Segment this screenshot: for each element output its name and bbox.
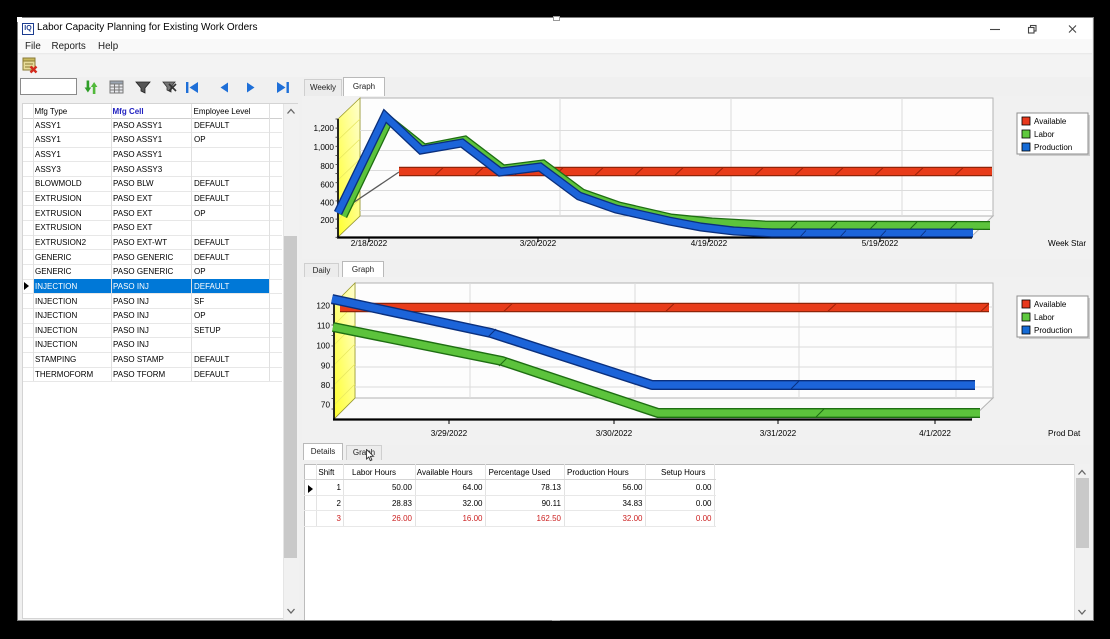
- svg-text:Production: Production: [1034, 326, 1072, 335]
- svg-text:5/19/2022: 5/19/2022: [862, 239, 899, 248]
- svg-text:3/29/2022: 3/29/2022: [431, 429, 468, 438]
- svg-text:90: 90: [321, 361, 331, 370]
- svg-text:Prod Dat: Prod Dat: [1048, 429, 1081, 438]
- svg-text:110: 110: [317, 321, 330, 330]
- svg-text:200: 200: [320, 216, 334, 225]
- svg-text:Labor: Labor: [1034, 313, 1055, 322]
- svg-text:3/30/2022: 3/30/2022: [596, 429, 633, 438]
- svg-text:Available: Available: [1034, 117, 1067, 126]
- svg-text:2/18/2022: 2/18/2022: [351, 239, 388, 248]
- svg-text:4/19/2022: 4/19/2022: [691, 239, 728, 248]
- svg-text:3/31/2022: 3/31/2022: [760, 429, 797, 438]
- svg-text:120: 120: [316, 301, 330, 310]
- svg-text:Labor: Labor: [1034, 130, 1055, 139]
- svg-text:70: 70: [321, 400, 331, 409]
- svg-text:80: 80: [321, 381, 331, 390]
- svg-text:Available: Available: [1034, 300, 1067, 309]
- svg-text:1,000: 1,000: [314, 143, 335, 152]
- svg-text:4/1/2022: 4/1/2022: [919, 429, 951, 438]
- svg-text:600: 600: [320, 180, 334, 189]
- svg-text:Production: Production: [1034, 143, 1072, 152]
- svg-text:100: 100: [316, 341, 330, 350]
- svg-text:Week Star: Week Star: [1048, 239, 1086, 248]
- svg-text:800: 800: [320, 162, 334, 171]
- svg-text:3/20/2022: 3/20/2022: [520, 239, 557, 248]
- svg-text:400: 400: [320, 198, 334, 207]
- svg-text:1,200: 1,200: [314, 124, 335, 133]
